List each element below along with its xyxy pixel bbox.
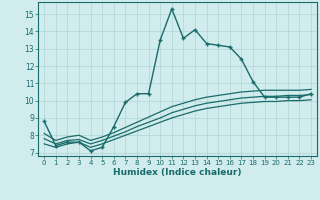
X-axis label: Humidex (Indice chaleur): Humidex (Indice chaleur) bbox=[113, 168, 242, 177]
